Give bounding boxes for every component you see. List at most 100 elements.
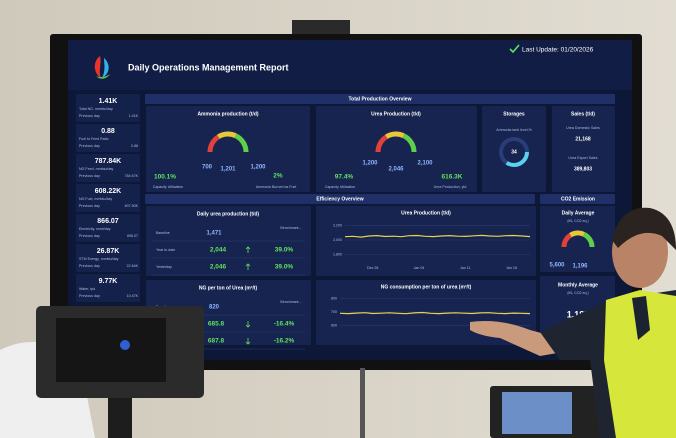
camera-mount (108, 398, 132, 438)
label: Ammonia tank level,% (496, 128, 532, 132)
label: Ammonia production (t/d) (197, 111, 258, 117)
panel (316, 206, 536, 276)
label: 21,168 (575, 136, 591, 142)
label: 97.4% (335, 174, 354, 181)
y-tick-label: 600 (331, 323, 337, 327)
label: 5,600 (549, 263, 565, 269)
kpi-card (76, 184, 140, 212)
label: Storages (503, 111, 525, 117)
gauge-arc (569, 230, 586, 238)
label: 34 (511, 149, 517, 155)
y-tick-label: 700 (331, 310, 337, 314)
label: 1,471 (206, 231, 222, 237)
label: 1,201 (220, 167, 236, 173)
label: Urea Export Sales (568, 156, 597, 160)
section-bar (145, 194, 535, 204)
person-hand (470, 321, 575, 356)
kpi-prev-label: Previous day (79, 114, 100, 118)
kpi-prev-value: 896.07 (127, 234, 138, 238)
label: Urea Production, ytd (434, 185, 467, 189)
camera-screen (56, 318, 166, 382)
stand-pole (360, 368, 365, 438)
section-title: Total Production Overview (349, 96, 412, 102)
kpi-value: 866.07 (97, 218, 119, 225)
panel (552, 106, 615, 192)
trend-arrow (245, 321, 251, 328)
kpi-label: STM Energy, mmbtu/day (79, 257, 119, 261)
kpi-prev-value: 784.67K (125, 174, 139, 178)
label: -16.2% (274, 338, 295, 345)
kpi-card (76, 274, 140, 302)
kpi-prev-label: Previous day (79, 234, 100, 238)
section-title: CO2 Emission (561, 196, 595, 202)
label: Ammonia Burned as Fuel (256, 185, 297, 189)
logo (94, 56, 101, 78)
kpi-prev-value: 0.88 (131, 144, 138, 148)
kpi-prev-label: Previous day (79, 144, 100, 148)
kpi-value: 787.84K (95, 158, 121, 165)
logo (96, 74, 110, 79)
x-tick-label: Jan 04 (414, 266, 425, 270)
gauge-arc (375, 134, 388, 153)
gauge-arc (402, 133, 417, 153)
kpi-prev-label: Previous day (79, 204, 100, 208)
kpi-label: Water, tpd (79, 287, 95, 291)
y-tick-label: 2,200 (333, 223, 342, 227)
label: 1,196 (572, 264, 588, 270)
kpi-card (76, 244, 140, 272)
kpi-prev-value: 1.41K (129, 114, 139, 118)
safety-vest (604, 290, 676, 438)
label: Baseline (156, 231, 170, 235)
label: 389,803 (574, 166, 592, 172)
trend-line (344, 234, 531, 238)
header-band (68, 40, 632, 90)
last-update: Last Update: 01/20/2026 (522, 47, 594, 54)
x-tick-label: Jan 18 (506, 266, 517, 270)
panel (482, 106, 546, 192)
kpi-value: 9.77K (99, 278, 118, 285)
trend-line (339, 311, 531, 315)
label: 685.8 (208, 321, 225, 328)
label: 2,044 (210, 247, 227, 254)
label: Urea Domestic Sales (566, 126, 600, 130)
kpi-label: NG Feed, mmbtu/day (79, 167, 114, 171)
y-tick-label: 2,000 (333, 238, 342, 242)
kpi-prev-label: Previous day (79, 294, 100, 298)
person-hair (612, 207, 676, 250)
label: 1,200 (362, 161, 378, 167)
y-tick-label: 1,800 (333, 253, 342, 257)
kpi-label: Total NG, mmbtu/day (79, 107, 113, 111)
label: 616.3K (442, 174, 463, 181)
report-title: Daily Operations Management Report (128, 62, 289, 72)
trend-arrow (245, 263, 251, 270)
label: Daily Average (562, 210, 595, 216)
label: Yesterday (156, 265, 172, 269)
gauge-arc (217, 131, 237, 140)
table-header: Benchmark... (280, 226, 301, 230)
gauge-arc (582, 232, 595, 248)
label: 39.0% (275, 264, 294, 271)
kpi-value: 608.22K (95, 188, 121, 195)
label: 1,185 (567, 309, 590, 319)
label: (tN, CO2 eq.) (567, 291, 588, 295)
label: 2% (273, 173, 283, 180)
label: 39.0% (275, 247, 294, 254)
tie (632, 296, 650, 340)
x-tick-label: Jan 11 (460, 266, 471, 270)
kpi-label: Electricity, mwh/day (79, 227, 111, 231)
label: Capacity Utilisation (153, 185, 184, 189)
kpi-card (76, 214, 140, 242)
trend-arrow (245, 246, 251, 253)
label: Sales (t/d) (571, 111, 595, 117)
kpi-prev-label: Previous day (79, 264, 100, 268)
label: 687.8 (208, 338, 225, 345)
label: 2,046 (210, 264, 227, 271)
label: -16.4% (274, 321, 295, 328)
kpi-value: 0.88 (101, 128, 115, 135)
kpi-prev-label: Previous day (79, 174, 100, 178)
panel (540, 206, 615, 272)
kpi-card (76, 124, 140, 152)
label: 2,046 (388, 167, 404, 173)
storage-ring (499, 137, 529, 167)
